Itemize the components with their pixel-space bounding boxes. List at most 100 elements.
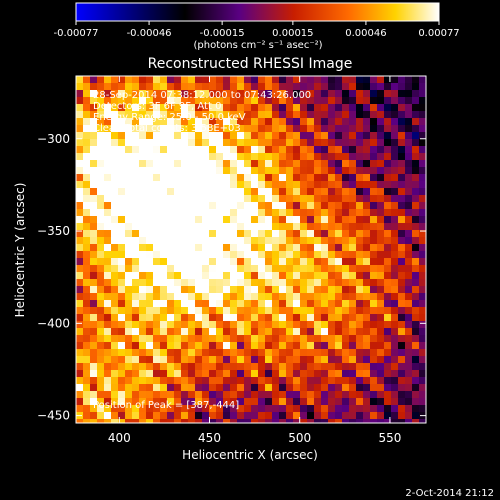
heatmap-cell [223, 76, 230, 83]
heatmap-cell [188, 202, 195, 209]
heatmap-cell [223, 412, 230, 419]
heatmap-cell [328, 139, 335, 146]
heatmap-cell [272, 97, 279, 104]
heatmap-cell [111, 237, 118, 244]
heatmap-cell [279, 202, 286, 209]
heatmap-cell [125, 83, 132, 90]
heatmap-cell [265, 111, 272, 118]
heatmap-cell [97, 412, 104, 419]
heatmap-cell [230, 202, 237, 209]
heatmap-cell [391, 230, 398, 237]
heatmap-cell [167, 314, 174, 321]
heatmap-cell [258, 139, 265, 146]
heatmap-cell [195, 146, 202, 153]
heatmap-cell [314, 405, 321, 412]
heatmap-cell [377, 251, 384, 258]
heatmap-cell [174, 349, 181, 356]
heatmap-cell [286, 181, 293, 188]
heatmap-cell [370, 139, 377, 146]
heatmap-cell [237, 335, 244, 342]
heatmap-cell [83, 258, 90, 265]
heatmap-cell [181, 230, 188, 237]
heatmap-cell [335, 251, 342, 258]
heatmap-cell [398, 90, 405, 97]
heatmap-cell [293, 342, 300, 349]
heatmap-cell [370, 153, 377, 160]
heatmap-cell [300, 293, 307, 300]
heatmap-cell [335, 377, 342, 384]
heatmap-cell [146, 300, 153, 307]
heatmap-cell [265, 349, 272, 356]
heatmap-cell [125, 349, 132, 356]
heatmap-cell [216, 258, 223, 265]
heatmap-cell [363, 83, 370, 90]
heatmap-cell [356, 167, 363, 174]
heatmap-cell [328, 279, 335, 286]
heatmap-cell [181, 314, 188, 321]
heatmap-cell [405, 314, 412, 321]
heatmap-cell [97, 216, 104, 223]
heatmap-cell [244, 279, 251, 286]
heatmap-cell [132, 216, 139, 223]
heatmap-cell [146, 370, 153, 377]
heatmap-cell [230, 167, 237, 174]
heatmap-cell [293, 167, 300, 174]
heatmap-cell [405, 97, 412, 104]
heatmap-cell [363, 356, 370, 363]
heatmap-cell [125, 237, 132, 244]
heatmap-cell [251, 209, 258, 216]
heatmap-cell [412, 272, 419, 279]
heatmap-cell [230, 244, 237, 251]
heatmap-cell [125, 174, 132, 181]
heatmap-cell [181, 321, 188, 328]
heatmap-cell [139, 272, 146, 279]
heatmap-cell [300, 300, 307, 307]
heatmap-cell [209, 132, 216, 139]
heatmap-cell [188, 97, 195, 104]
heatmap-cell [307, 328, 314, 335]
colorbar-tick-label: -0.00046 [127, 28, 172, 39]
heatmap-cell [223, 391, 230, 398]
heatmap-cell [160, 181, 167, 188]
heatmap-cell [146, 384, 153, 391]
heatmap-cell [265, 377, 272, 384]
heatmap-cell [286, 363, 293, 370]
heatmap-cell [293, 181, 300, 188]
heatmap-cell [412, 391, 419, 398]
heatmap-cell [349, 272, 356, 279]
heatmap-cell [321, 216, 328, 223]
heatmap-cell [370, 258, 377, 265]
heatmap-cell [90, 195, 97, 202]
heatmap-cell [251, 363, 258, 370]
heatmap-cell [405, 244, 412, 251]
heatmap-cell [279, 363, 286, 370]
heatmap-cell [139, 146, 146, 153]
heatmap-cell [300, 181, 307, 188]
heatmap-cell [286, 209, 293, 216]
heatmap-cell [167, 139, 174, 146]
heatmap-cell [307, 419, 314, 423]
heatmap-cell [293, 279, 300, 286]
heatmap-cell [349, 188, 356, 195]
heatmap-cell [384, 258, 391, 265]
heatmap-cell [181, 111, 188, 118]
heatmap-cell [335, 265, 342, 272]
heatmap-cell [377, 216, 384, 223]
heatmap-cell [265, 230, 272, 237]
heatmap-cell [314, 307, 321, 314]
heatmap-cell [139, 419, 146, 423]
heatmap-cell [384, 328, 391, 335]
heatmap-cell [349, 230, 356, 237]
heatmap-cell [328, 412, 335, 419]
heatmap-cell [363, 342, 370, 349]
heatmap-cell [83, 160, 90, 167]
heatmap-cell [181, 342, 188, 349]
heatmap-cell [104, 237, 111, 244]
heatmap-cell [188, 370, 195, 377]
heatmap-cell [237, 188, 244, 195]
heatmap-cell [188, 160, 195, 167]
heatmap-cell [230, 398, 237, 405]
heatmap-cell [279, 370, 286, 377]
heatmap-cell [419, 342, 426, 349]
heatmap-cell [104, 146, 111, 153]
